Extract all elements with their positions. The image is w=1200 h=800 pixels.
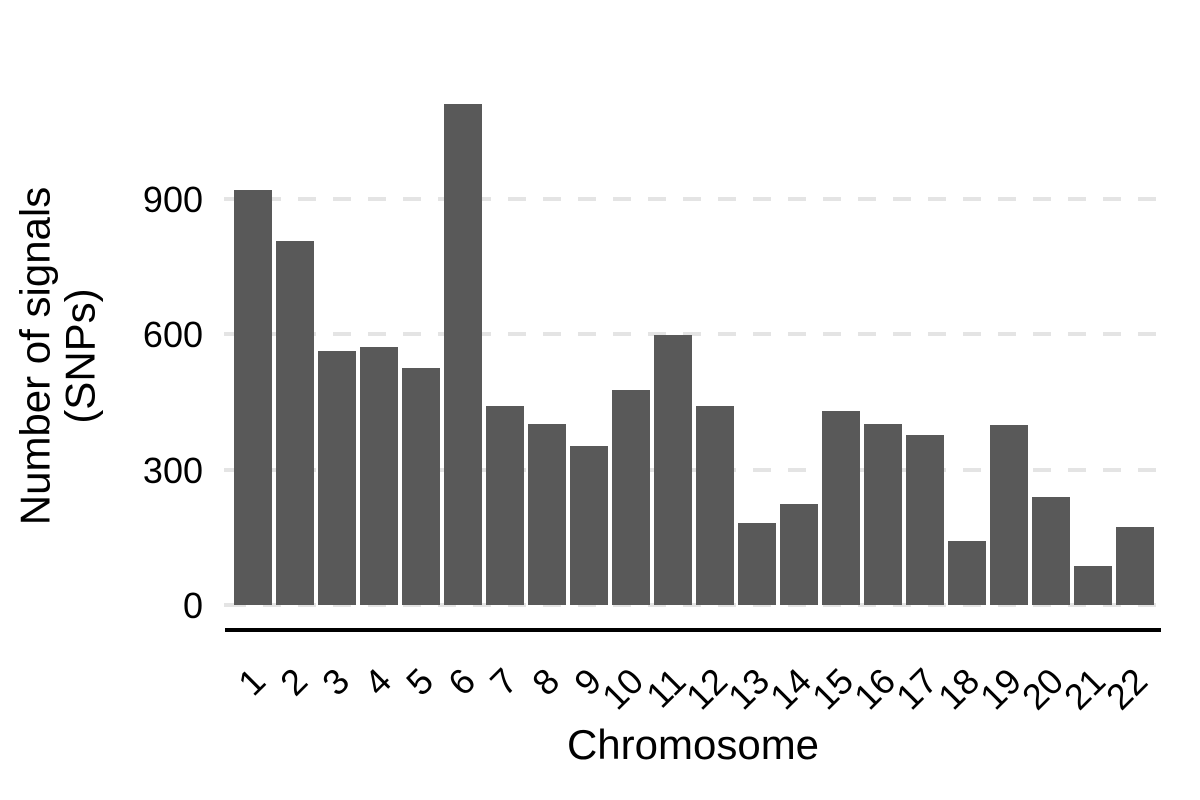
bar-chr-10 — [612, 390, 650, 605]
bar-chr-7 — [486, 405, 524, 605]
bar-chr-20 — [1032, 496, 1070, 605]
gridline-300 — [228, 467, 1156, 472]
gridline-600 — [228, 332, 1156, 337]
x-tick-label-3: 3 — [313, 660, 358, 704]
bar-chr-21 — [1074, 566, 1112, 605]
bar-chr-15 — [822, 411, 860, 605]
bar-chr-3 — [318, 351, 356, 605]
gridline-900 — [228, 197, 1156, 202]
bar-chr-6 — [444, 104, 482, 605]
y-tick-label-0: 0 — [182, 585, 203, 626]
bar-chr-18 — [948, 540, 986, 605]
bar-chr-1 — [234, 190, 272, 605]
x-axis-line — [225, 628, 1161, 632]
bar-chr-4 — [360, 346, 398, 605]
plot-panel — [228, 85, 1156, 607]
x-axis-title: Chromosome — [566, 721, 820, 768]
bar-chr-9 — [570, 446, 608, 605]
gridline-0 — [228, 603, 1156, 607]
bar-chr-8 — [528, 423, 566, 605]
y-tick-label-600: 600 — [142, 314, 203, 356]
x-tick-label-2: 2 — [271, 660, 316, 704]
bar-chr-5 — [402, 367, 440, 605]
bar-chr-19 — [990, 424, 1028, 605]
x-tick-label-6: 6 — [439, 660, 484, 704]
x-tick-label-8: 8 — [523, 660, 568, 704]
y-tick-label-300: 300 — [142, 449, 203, 491]
bar-chr-16 — [864, 423, 902, 605]
bar-chr-12 — [696, 405, 734, 605]
bar-chr-2 — [276, 241, 314, 605]
y-tick-label-900: 900 — [142, 179, 203, 220]
x-tick-label-7: 7 — [481, 660, 526, 704]
bar-chr-14 — [780, 503, 818, 605]
bar-chr-17 — [906, 435, 944, 605]
x-tick-label-4: 4 — [355, 660, 400, 704]
bar-chr-13 — [738, 523, 776, 605]
x-tick-label-22: 22 — [1097, 660, 1156, 718]
bar-chr-22 — [1116, 526, 1154, 605]
y-axis-title: Number of signals (SNPs) — [11, 186, 103, 526]
bar-chr-11 — [654, 335, 692, 605]
x-tick-label-5: 5 — [397, 660, 442, 704]
x-tick-label-1: 1 — [229, 660, 274, 704]
